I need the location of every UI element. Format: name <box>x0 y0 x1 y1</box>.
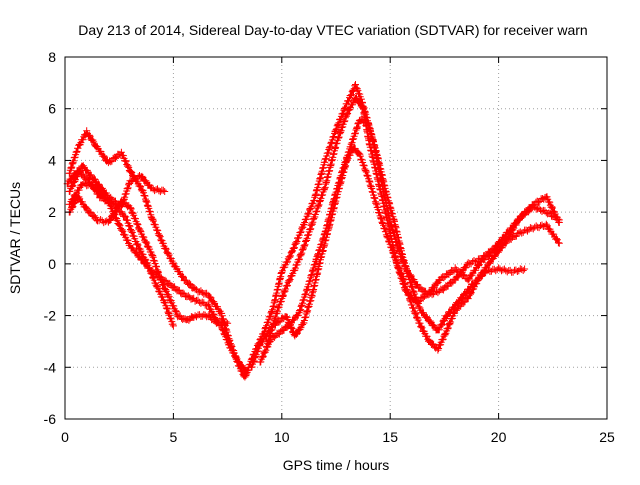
x-tick-label: 5 <box>170 429 178 445</box>
x-tick-label: 15 <box>382 429 398 445</box>
axis-ticks: 0 5 10 15 20 25 -6 -4 -2 0 2 4 6 8 <box>44 49 615 445</box>
y-tick-label: 8 <box>48 49 56 65</box>
x-tick-label: 25 <box>599 429 615 445</box>
x-axis-label: GPS time / hours <box>283 457 390 473</box>
series-markers <box>263 94 563 351</box>
chart-title: Day 213 of 2014, Sidereal Day-to-day VTE… <box>78 22 587 38</box>
y-tick-label: -4 <box>44 359 57 375</box>
x-tick-label: 0 <box>61 429 69 445</box>
plot-frame <box>64 56 608 420</box>
y-tick-label: 2 <box>48 204 56 220</box>
y-axis-label: SDTVAR / TECUs <box>7 182 23 294</box>
series-track-4 <box>65 179 232 327</box>
x-tick-label: 10 <box>274 429 290 445</box>
y-tick-label: 4 <box>48 152 56 168</box>
y-tick-label: 6 <box>48 101 56 117</box>
y-tick-label: -2 <box>44 308 57 324</box>
x-tick-label: 20 <box>491 429 507 445</box>
data-points <box>63 81 563 381</box>
y-tick-label: 0 <box>48 256 56 272</box>
grid-lines <box>65 57 607 419</box>
series-track-8 <box>263 94 563 351</box>
series-markers <box>65 179 232 327</box>
y-tick-label: -6 <box>44 411 57 427</box>
